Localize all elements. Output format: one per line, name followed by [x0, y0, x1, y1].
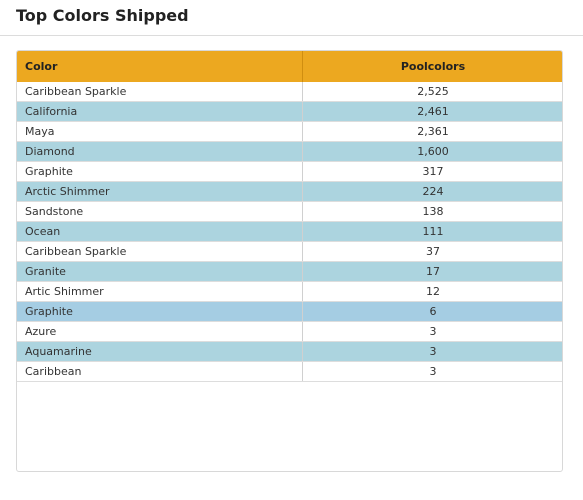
table-row[interactable]: Ocean 111: [17, 221, 562, 242]
table-row[interactable]: Azure 3: [17, 321, 562, 342]
value-cell: 2,461: [302, 101, 562, 122]
data-table: Color Poolcolors Caribbean Sparkle 2,525 Ca…: [17, 51, 562, 382]
value-cell: 2,525: [302, 82, 562, 102]
value-cell: 12: [302, 281, 562, 302]
table-card: Color Poolcolors Caribbean Sparkle 2,525 Ca…: [16, 50, 563, 472]
value-cell: 111: [302, 221, 562, 242]
color-cell: Graphite: [17, 301, 303, 322]
value-cell: 2,361: [302, 121, 562, 142]
value-cell: 317: [302, 161, 562, 182]
value-cell: 1,600: [302, 141, 562, 162]
color-cell: Caribbean Sparkle: [17, 241, 303, 262]
value-cell: 224: [302, 181, 562, 202]
color-cell: Azure: [17, 321, 303, 342]
color-cell: Arctic Shimmer: [17, 181, 303, 202]
table-body: Caribbean Sparkle 2,525 California 2,461 May…: [17, 82, 562, 382]
color-cell: Caribbean Sparkle: [17, 82, 303, 102]
column-header[interactable]: Poolcolors: [302, 51, 562, 82]
value-cell: 3: [302, 361, 562, 382]
color-cell: Maya: [17, 121, 303, 142]
table-row[interactable]: California 2,461: [17, 101, 562, 122]
color-cell: Graphite: [17, 161, 303, 182]
page-title: Top Colors Shipped: [16, 6, 189, 25]
value-cell: 37: [302, 241, 562, 262]
table-row[interactable]: Sandstone 138: [17, 201, 562, 222]
value-cell: 3: [302, 321, 562, 342]
color-cell: Ocean: [17, 221, 303, 242]
color-cell: Artic Shimmer: [17, 281, 303, 302]
table-row[interactable]: Aquamarine 3: [17, 341, 562, 362]
table-row[interactable]: Caribbean Sparkle 37: [17, 241, 562, 262]
color-cell: Aquamarine: [17, 341, 303, 362]
value-cell: 3: [302, 341, 562, 362]
divider: [0, 35, 583, 36]
color-cell: Caribbean: [17, 361, 303, 382]
color-cell: Granite: [17, 261, 303, 282]
color-cell: Diamond: [17, 141, 303, 162]
value-cell: 17: [302, 261, 562, 282]
table-row[interactable]: Maya 2,361: [17, 121, 562, 142]
table-row[interactable]: Graphite 317: [17, 161, 562, 182]
table-row[interactable]: Caribbean Sparkle 2,525: [17, 82, 562, 102]
table-row[interactable]: Diamond 1,600: [17, 141, 562, 162]
table-row[interactable]: Caribbean 3: [17, 361, 562, 382]
table-row[interactable]: Granite 17: [17, 261, 562, 282]
color-cell: California: [17, 101, 303, 122]
column-header[interactable]: Color: [17, 51, 303, 82]
table-row[interactable]: Graphite 6: [17, 301, 562, 322]
table-row[interactable]: Arctic Shimmer 224: [17, 181, 562, 202]
value-cell: 6: [302, 301, 562, 322]
color-cell: Sandstone: [17, 201, 303, 222]
header-row: Color Poolcolors: [17, 51, 562, 82]
table-row[interactable]: Artic Shimmer 12: [17, 281, 562, 302]
value-cell: 138: [302, 201, 562, 222]
